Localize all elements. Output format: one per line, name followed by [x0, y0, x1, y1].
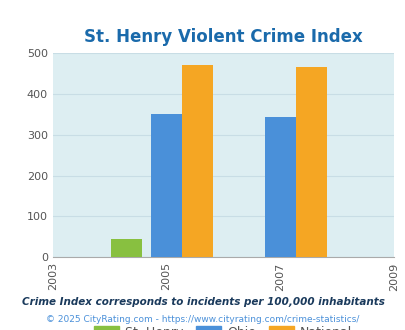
Bar	[111, 239, 142, 257]
Bar	[182, 65, 213, 257]
Legend: St. Henry, Ohio, National: St. Henry, Ohio, National	[89, 321, 356, 330]
Text: Crime Index corresponds to incidents per 100,000 inhabitants: Crime Index corresponds to incidents per…	[21, 297, 384, 307]
Bar	[150, 114, 181, 257]
Title: St. Henry Violent Crime Index: St. Henry Violent Crime Index	[84, 28, 362, 46]
Text: © 2025 CityRating.com - https://www.cityrating.com/crime-statistics/: © 2025 CityRating.com - https://www.city…	[46, 315, 359, 324]
Bar	[295, 67, 326, 257]
Bar	[264, 116, 295, 257]
